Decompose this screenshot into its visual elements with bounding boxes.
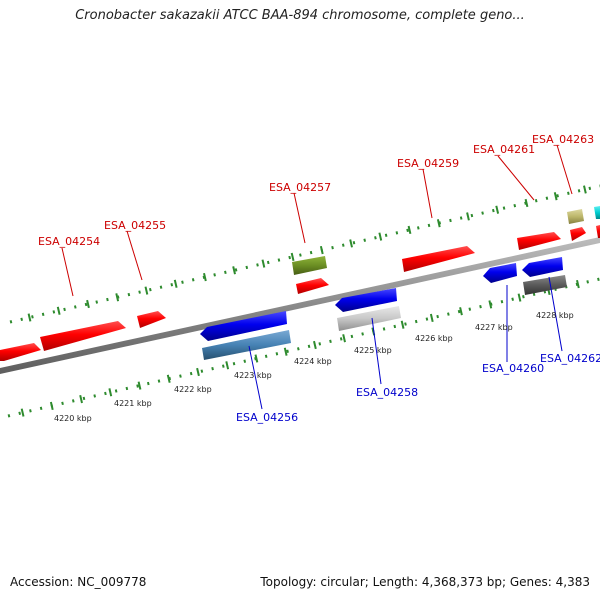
gene-arrow	[137, 311, 166, 328]
kbp-label: 4220 kbp	[54, 414, 92, 423]
gene-label-esa-04254[interactable]: ESA_04254	[38, 235, 100, 248]
forward-leader-lines	[61, 144, 573, 297]
major-tick	[576, 279, 580, 289]
gene-arrow	[335, 288, 397, 312]
major-tick	[20, 408, 25, 417]
gene-label-esa-04258[interactable]: ESA_04258	[356, 386, 418, 399]
kbp-label: 4224 kbp	[294, 357, 332, 366]
feature-silver	[337, 306, 401, 331]
gene-label-esa-04257[interactable]: ESA_04257	[269, 181, 331, 194]
kbp-label: 4227 kbp	[475, 323, 513, 332]
reverse-tick-track	[7, 277, 600, 418]
forward-genes	[0, 225, 600, 361]
major-tick	[349, 239, 353, 248]
gene-label-esa-04259[interactable]: ESA_04259	[397, 157, 459, 170]
major-tick	[400, 320, 405, 329]
major-tick	[254, 354, 259, 363]
forward-gene-labels: ESA_04254 ESA_04255 ESA_04257 ESA_04259 …	[38, 133, 594, 248]
feature-olive	[292, 256, 327, 275]
major-tick	[196, 367, 200, 377]
kbp-label: 4226 kbp	[415, 334, 453, 343]
major-tick	[79, 394, 83, 404]
major-tick	[583, 185, 587, 194]
kbp-tick-labels: 4220 kbp 4221 kbp 4222 kbp 4223 kbp 4224…	[54, 311, 574, 423]
gene-arrow	[596, 225, 600, 238]
gene-label-esa-04262[interactable]: ESA_04262	[540, 352, 600, 365]
reverse-major-ticks	[20, 279, 580, 417]
forward-major-ticks	[27, 185, 587, 322]
genome-summary-text: Topology: circular; Length: 4,368,373 bp…	[260, 575, 590, 589]
gene-arrow	[517, 232, 561, 250]
major-tick	[86, 299, 90, 309]
genome-backbone	[0, 237, 600, 374]
major-tick	[524, 198, 529, 208]
gene-label-esa-04263[interactable]: ESA_04263	[532, 133, 594, 146]
gene-label-esa-04256[interactable]: ESA_04256	[236, 411, 298, 424]
kbp-label: 4223 kbp	[234, 371, 272, 380]
gene-arrow	[522, 257, 563, 277]
major-tick	[115, 293, 120, 302]
feature-steel	[202, 330, 291, 360]
gene-label-esa-04261[interactable]: ESA_04261	[473, 143, 535, 156]
map-title: Cronobacter sakazakii ATCC BAA-894 chrom…	[75, 8, 525, 23]
major-tick	[459, 307, 463, 316]
major-tick	[436, 219, 441, 228]
major-tick	[283, 347, 288, 356]
forward-tick-track	[9, 184, 600, 324]
major-tick	[137, 381, 142, 390]
major-tick	[225, 361, 230, 370]
major-tick	[466, 212, 470, 221]
gene-arrow	[570, 227, 586, 241]
major-tick	[290, 252, 295, 262]
major-tick	[378, 232, 383, 241]
feature-khaki	[567, 209, 584, 224]
gene-label-esa-04255[interactable]: ESA_04255	[104, 219, 166, 232]
feature-cyan	[594, 206, 600, 219]
major-tick	[261, 259, 266, 268]
major-tick	[553, 192, 558, 201]
gene-arrow	[402, 246, 475, 272]
major-tick	[108, 388, 113, 397]
major-tick	[173, 279, 178, 288]
major-tick	[313, 340, 317, 350]
kbp-label: 4228 kbp	[536, 311, 574, 320]
major-tick	[342, 334, 346, 343]
reverse-genes	[200, 257, 563, 341]
major-tick	[407, 225, 412, 235]
accession-text: Accession: NC_009778	[10, 575, 147, 589]
feature-dark-gray	[523, 275, 567, 295]
major-tick	[495, 205, 500, 214]
reverse-leader-lines	[248, 276, 563, 410]
gene-arrow	[483, 263, 517, 283]
reverse-gene-labels: ESA_04256 ESA_04258 ESA_04260 ESA_04262	[236, 352, 600, 424]
kbp-label: 4222 kbp	[174, 385, 212, 394]
major-tick	[429, 313, 434, 323]
major-tick	[166, 374, 171, 383]
major-tick	[27, 313, 32, 322]
major-tick	[144, 286, 149, 295]
major-tick	[203, 272, 207, 282]
kbp-label: 4221 kbp	[114, 399, 152, 408]
major-tick	[232, 266, 236, 275]
gene-label-esa-04260[interactable]: ESA_04260	[482, 362, 544, 375]
major-tick	[517, 293, 522, 302]
kbp-label: 4225 kbp	[354, 346, 392, 355]
gene-arrow	[200, 311, 287, 341]
major-tick	[319, 245, 324, 255]
major-tick	[56, 306, 61, 315]
major-tick	[49, 401, 54, 411]
gene-arrow	[40, 321, 126, 351]
gene-arrow	[0, 343, 41, 361]
major-tick	[488, 300, 493, 309]
gene-arrow	[296, 278, 329, 294]
